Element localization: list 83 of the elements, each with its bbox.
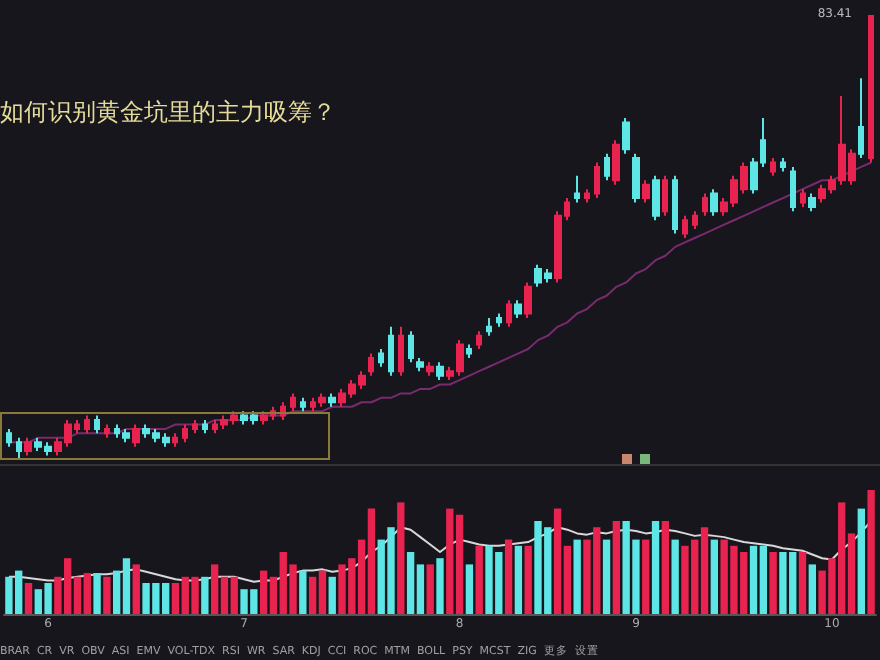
candlestick bbox=[662, 174, 668, 217]
candlestick bbox=[6, 427, 12, 448]
bar bbox=[514, 545, 523, 614]
candlestick bbox=[574, 174, 580, 204]
candlestick bbox=[672, 174, 678, 235]
bar bbox=[426, 564, 434, 614]
candlestick bbox=[378, 348, 384, 368]
bar bbox=[436, 558, 444, 614]
candlestick bbox=[426, 361, 434, 377]
candlestick bbox=[260, 410, 268, 426]
candlestick bbox=[652, 174, 660, 222]
candlestick bbox=[800, 188, 806, 208]
bar bbox=[808, 564, 816, 614]
candlestick bbox=[122, 427, 130, 444]
candlestick bbox=[642, 179, 650, 204]
candlestick bbox=[612, 139, 620, 186]
candlestick bbox=[514, 299, 522, 319]
candlestick bbox=[368, 352, 374, 377]
bar bbox=[710, 539, 719, 614]
candlestick bbox=[202, 419, 208, 435]
candlestick bbox=[192, 419, 198, 435]
candlestick bbox=[16, 436, 22, 461]
candlestick bbox=[858, 77, 864, 160]
bar bbox=[612, 521, 621, 614]
candlestick bbox=[506, 299, 512, 328]
candlestick bbox=[466, 343, 472, 359]
candlestick bbox=[290, 392, 296, 413]
bar bbox=[524, 545, 532, 614]
candlestick bbox=[692, 210, 698, 231]
bar bbox=[465, 564, 474, 614]
bar bbox=[573, 539, 581, 614]
candlestick bbox=[182, 423, 188, 444]
candlestick bbox=[604, 152, 610, 182]
candlestick bbox=[632, 152, 640, 204]
candlestick bbox=[94, 414, 100, 435]
bar bbox=[867, 490, 875, 614]
candlestick bbox=[780, 157, 786, 173]
candlestick bbox=[104, 423, 110, 439]
candlestick bbox=[300, 396, 306, 413]
candlestick bbox=[486, 316, 492, 337]
bar bbox=[769, 552, 777, 614]
bar bbox=[798, 552, 807, 614]
candlestick bbox=[808, 192, 816, 213]
bar bbox=[299, 570, 307, 614]
bar bbox=[642, 539, 650, 614]
bar bbox=[475, 545, 483, 614]
bar bbox=[661, 521, 670, 614]
bar bbox=[103, 576, 111, 614]
candlestick bbox=[172, 432, 178, 448]
candlestick bbox=[436, 361, 444, 382]
bar bbox=[93, 573, 101, 614]
bar bbox=[132, 564, 140, 614]
candlestick bbox=[682, 214, 688, 239]
bar bbox=[397, 502, 405, 614]
candlestick bbox=[84, 414, 90, 435]
bar bbox=[504, 539, 513, 614]
candlestick bbox=[622, 117, 630, 155]
candlestick bbox=[24, 436, 32, 457]
candlestick bbox=[388, 325, 394, 377]
bar bbox=[328, 576, 336, 614]
candlestick bbox=[524, 281, 532, 319]
candlestick bbox=[496, 312, 502, 328]
candlestick bbox=[408, 330, 414, 364]
candlestick bbox=[416, 356, 424, 373]
candlestick bbox=[398, 325, 404, 377]
candlestick bbox=[476, 330, 482, 350]
candlestick bbox=[594, 161, 600, 200]
candlestick bbox=[710, 188, 718, 217]
candlestick bbox=[584, 188, 590, 204]
candlestick bbox=[790, 165, 796, 213]
bar bbox=[24, 583, 33, 614]
bar bbox=[602, 539, 611, 614]
candlestick bbox=[770, 157, 776, 177]
candlestick bbox=[328, 392, 336, 408]
candlestick bbox=[132, 423, 140, 448]
bar bbox=[651, 521, 660, 614]
text: 如何识别黄金坑里的主力吸筹？ bbox=[0, 98, 336, 126]
candlestick bbox=[868, 15, 874, 164]
bar bbox=[857, 508, 865, 614]
candlestick bbox=[702, 192, 708, 217]
candlestick bbox=[318, 392, 326, 408]
bar bbox=[671, 539, 679, 614]
bar bbox=[201, 576, 209, 614]
